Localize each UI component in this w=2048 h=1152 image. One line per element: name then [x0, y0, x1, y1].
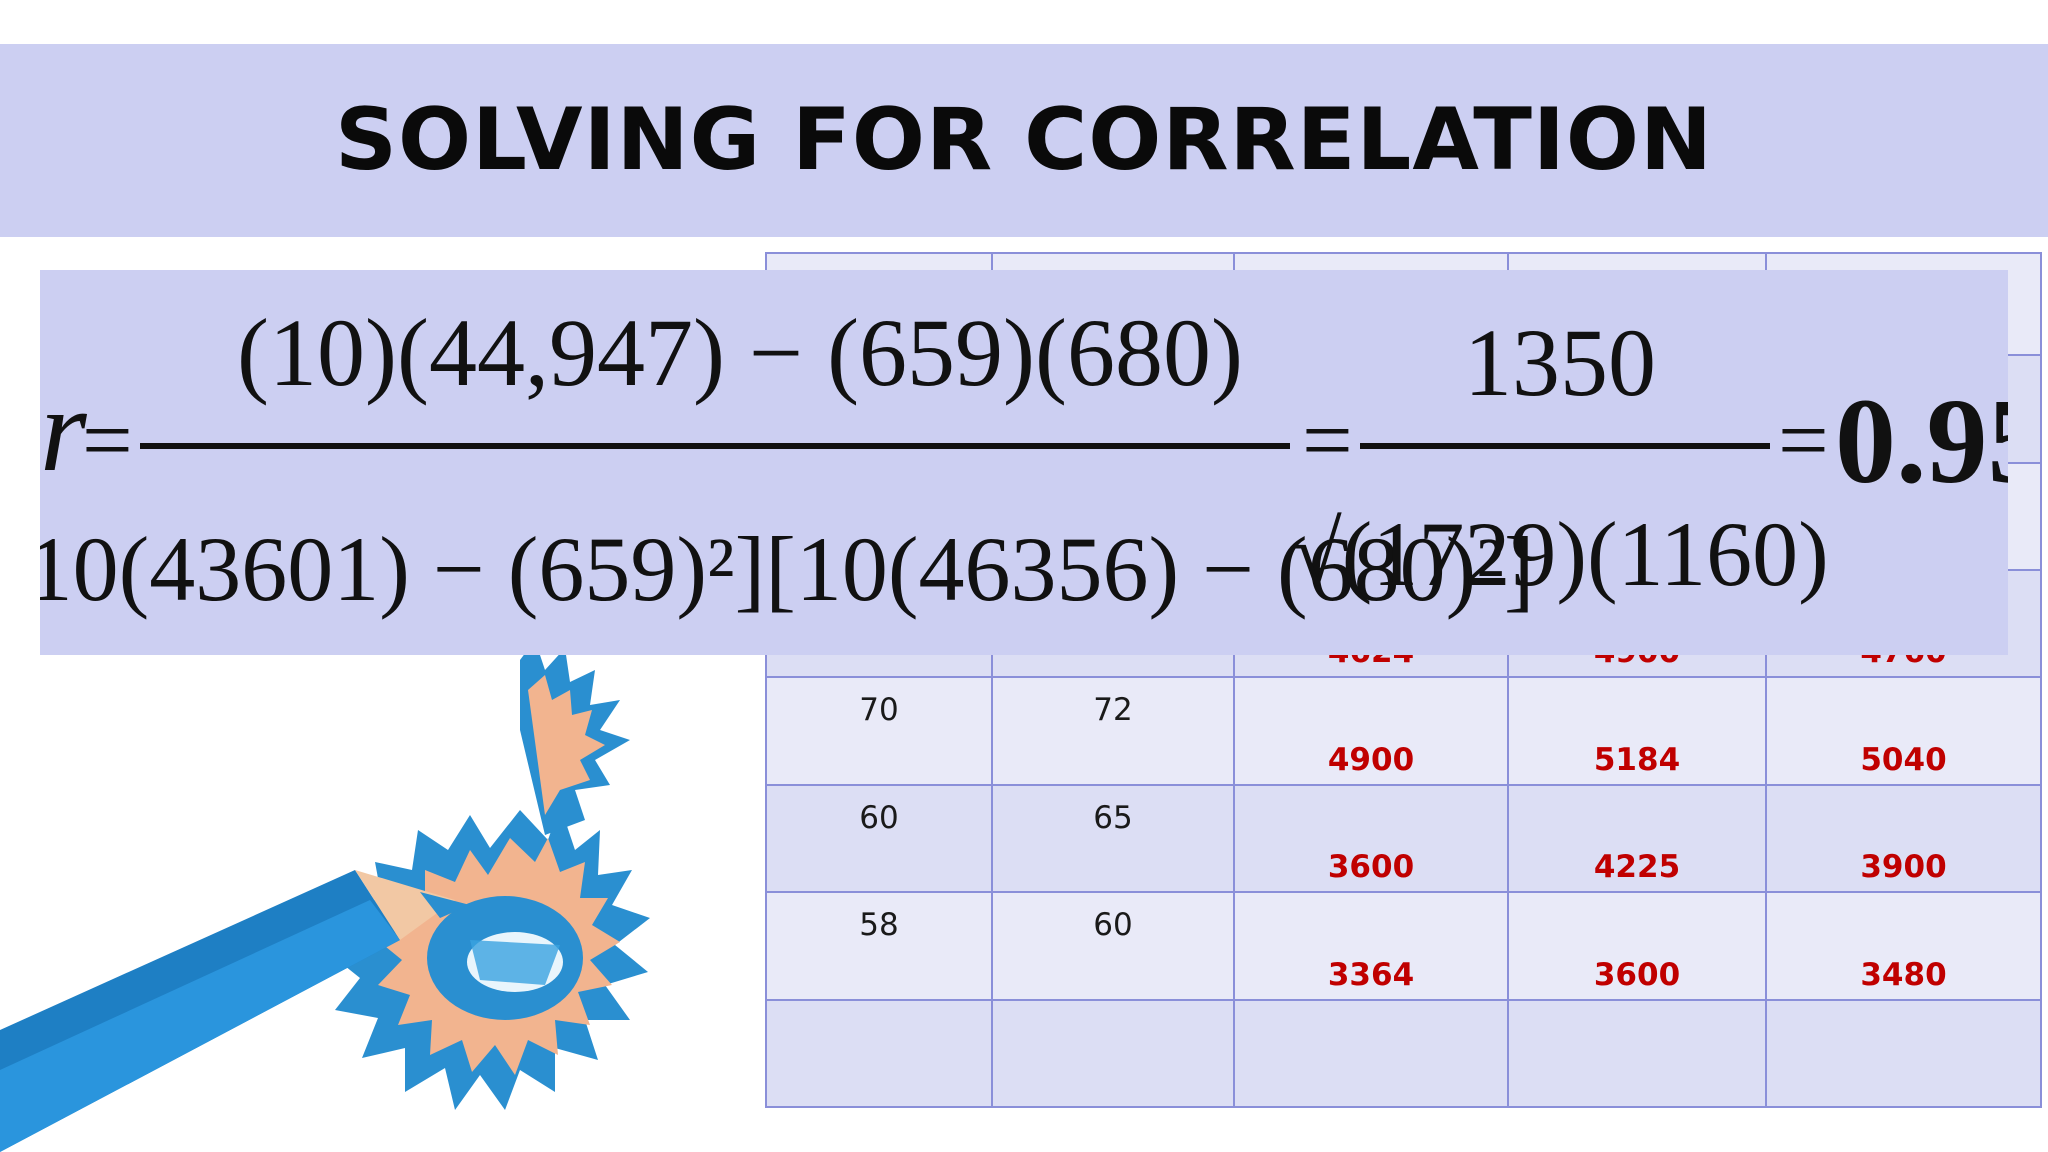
cell-xy [1765, 998, 2042, 1109]
cell-xy: 5040 [1765, 676, 2042, 786]
cell-y [991, 998, 1235, 1109]
table-row [765, 998, 2042, 1109]
cell-x-squared [1233, 998, 1509, 1109]
formula-equals-2: = [1302, 391, 1353, 490]
shaving-ring [325, 805, 650, 1110]
cell-x-squared: 3364 [1233, 891, 1509, 1001]
table-row: 60 65 3600 4225 3900 [765, 783, 2042, 894]
formula-equals-3: = [1778, 391, 1829, 490]
formula-numerator: (10)(44,947) − (659)(680) [237, 299, 1243, 406]
cell-y-squared: 4225 [1507, 783, 1767, 894]
cell-x-squared: 4900 [1233, 676, 1509, 786]
simplified-denominator: √(1729)(1160) [1291, 503, 1829, 605]
table-row: 58 60 3364 3600 3480 [765, 891, 2042, 1001]
title-band: SOLVING FOR CORRELATION COEFFICIENT [0, 44, 2048, 383]
slide-title: SOLVING FOR CORRELATION COEFFICIENT [335, 90, 1713, 383]
formula-lhs: r [40, 363, 88, 496]
cell-xy: 3480 [1765, 891, 2042, 1001]
formula-equals-1: = [82, 391, 133, 490]
cell-x-squared: 3600 [1233, 783, 1509, 894]
cell-y: 72 [991, 676, 1235, 786]
cell-y-squared: 3600 [1507, 891, 1767, 1001]
blue-pencil [0, 870, 470, 1152]
formula-denominator: √[10(43601) − (659)²][10(46356) − (680)²… [40, 518, 1535, 620]
cell-x: 60 [765, 783, 993, 894]
formula-result: 0.95 [1835, 374, 2008, 509]
formula-box: r = (10)(44,947) − (659)(680) √[10(43601… [40, 270, 2008, 655]
cell-y-squared: 5184 [1507, 676, 1767, 786]
cell-y: 65 [991, 783, 1235, 894]
cell-y: 60 [991, 891, 1235, 1001]
pencil-shavings-image [0, 640, 650, 1152]
table-row: 70 72 4900 5184 5040 [765, 676, 2042, 786]
cell-y-squared [1507, 998, 1767, 1109]
cell-xy: 3900 [1765, 783, 2042, 894]
cell-x: 58 [765, 891, 993, 1001]
correlation-formula: r = (10)(44,947) − (659)(680) √[10(43601… [40, 299, 2008, 620]
cell-x [765, 998, 993, 1109]
simplified-numerator: 1350 [1464, 309, 1656, 416]
cell-x: 70 [765, 676, 993, 786]
